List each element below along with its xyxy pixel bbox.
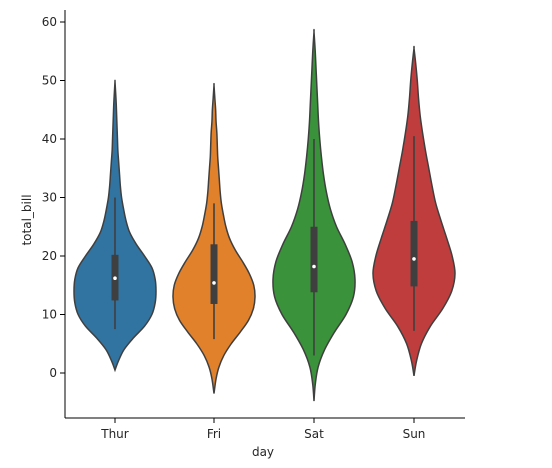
y-tick-label: 30 xyxy=(42,191,57,205)
x-tick-label: Sat xyxy=(304,427,324,441)
y-ticks: 0 10 20 30 40 50 60 xyxy=(42,15,65,380)
iqr-box-sat xyxy=(310,226,318,293)
iqr-box-sun xyxy=(410,220,418,287)
x-ticks: Thur Fri Sat Sun xyxy=(100,418,425,441)
y-tick-label: 40 xyxy=(42,132,57,146)
y-tick-label: 20 xyxy=(42,249,57,263)
x-tick-label: Sun xyxy=(403,427,426,441)
median-dot-sat xyxy=(312,264,316,269)
y-tick-label: 0 xyxy=(49,366,57,380)
x-tick-label: Fri xyxy=(207,427,221,441)
y-tick-label: 10 xyxy=(42,308,57,322)
median-dot-fri xyxy=(212,281,216,285)
x-tick-label: Thur xyxy=(100,427,129,441)
median-dot-thur xyxy=(113,276,117,281)
iqr-box-fri xyxy=(210,244,218,304)
y-tick-label: 60 xyxy=(42,15,57,29)
y-axis-label: total_bill xyxy=(20,194,34,245)
axes xyxy=(64,10,465,419)
plot-area xyxy=(73,28,456,402)
y-tick-label: 50 xyxy=(42,74,57,88)
x-axis-label: day xyxy=(252,445,274,459)
median-dot-sun xyxy=(412,257,416,261)
